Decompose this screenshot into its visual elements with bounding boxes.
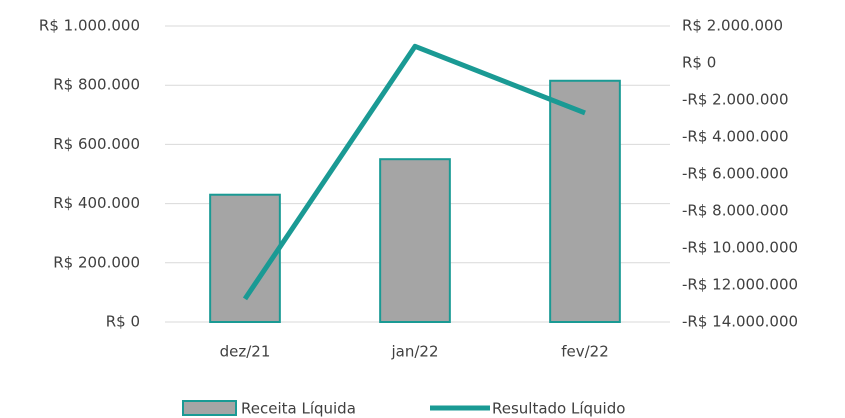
y-tick-label: R$ 600.000 (53, 135, 140, 153)
y-tick-label: R$ 800.000 (53, 76, 140, 94)
bar (209, 193, 281, 323)
y-tick-label: R$ 0 (106, 313, 140, 331)
y2-tick-label: R$ 0 (682, 54, 716, 72)
bar (379, 158, 451, 323)
bar (549, 79, 621, 324)
x-tick-label: dez/21 (220, 343, 271, 361)
y2-tick-label: -R$ 10.000.000 (682, 239, 798, 257)
y-tick-label: R$ 1.000.000 (39, 17, 140, 35)
y2-tick-label: -R$ 6.000.000 (682, 165, 789, 183)
x-tick-label: fev/22 (561, 343, 609, 361)
x-tick-label: jan/22 (390, 343, 438, 361)
y2-tick-label: -R$ 12.000.000 (682, 276, 798, 294)
y2-tick-label: -R$ 2.000.000 (682, 91, 789, 109)
legend-swatch (182, 400, 237, 416)
line (242, 43, 586, 301)
y-tick-label: R$ 200.000 (53, 253, 140, 271)
y2-tick-label: -R$ 8.000.000 (682, 202, 789, 220)
y2-tick-label: R$ 2.000.000 (682, 17, 783, 35)
y2-tick-label: -R$ 4.000.000 (682, 128, 789, 146)
y2-tick-label: -R$ 14.000.000 (682, 313, 798, 331)
legend-label: Resultado Líquido (492, 400, 625, 418)
legend-label: Receita Líquida (241, 400, 356, 418)
y-tick-label: R$ 400.000 (53, 194, 140, 212)
